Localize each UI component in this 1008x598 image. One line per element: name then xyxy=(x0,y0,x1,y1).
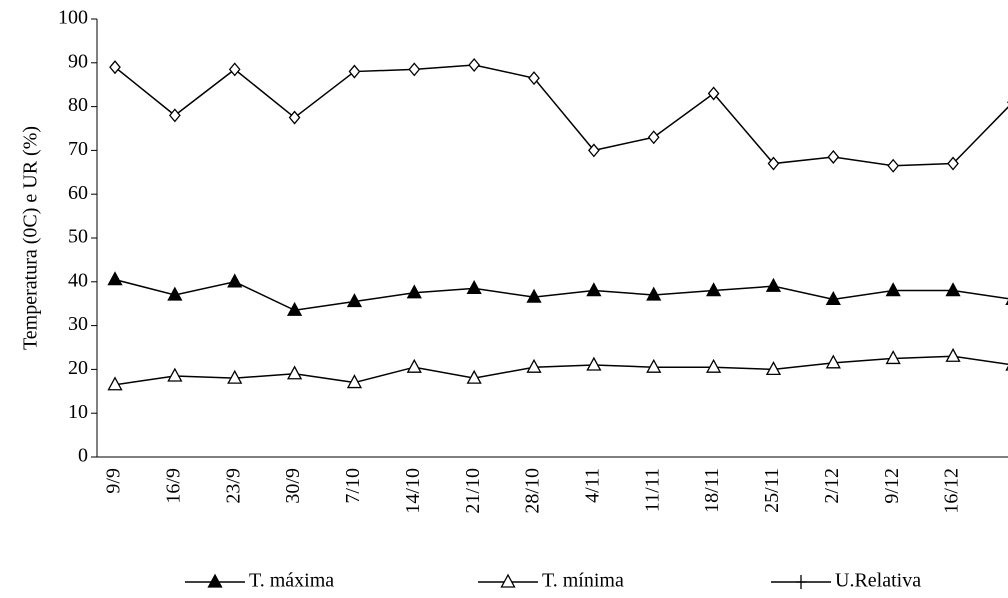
point xyxy=(588,143,600,158)
point xyxy=(885,282,901,297)
point xyxy=(346,293,363,308)
y-tick-label: 60 xyxy=(68,182,88,204)
x-tick-label: 9/12 xyxy=(881,468,903,504)
point xyxy=(706,282,722,297)
series-line xyxy=(114,355,1008,386)
point xyxy=(827,149,840,164)
x-tick-label: 16/9 xyxy=(162,468,184,504)
x-tick-label: 14/10 xyxy=(402,468,424,514)
point xyxy=(825,290,841,305)
point xyxy=(406,358,422,373)
point xyxy=(167,286,183,301)
legend-marker xyxy=(207,573,223,588)
x-tick-label: 11/11 xyxy=(641,468,663,512)
x-tick-label: 25/11 xyxy=(761,468,783,513)
point xyxy=(526,358,542,373)
point xyxy=(227,369,243,384)
point xyxy=(466,280,482,295)
y-tick-label: 20 xyxy=(68,357,88,379)
y-tick-label: 90 xyxy=(68,50,88,72)
point xyxy=(947,156,959,171)
point xyxy=(107,376,123,391)
point xyxy=(468,57,481,73)
point xyxy=(586,356,602,371)
point xyxy=(169,108,181,123)
point xyxy=(167,367,183,382)
point xyxy=(526,288,542,303)
point xyxy=(646,286,662,301)
point xyxy=(586,282,602,297)
point xyxy=(825,354,841,369)
legend-label: U.Relativa xyxy=(835,570,921,592)
series-line xyxy=(114,64,1008,167)
x-tick-label: 7/10 xyxy=(342,468,364,504)
point xyxy=(885,350,901,365)
y-axis-label: Temperatura (0C) e UR (%) xyxy=(20,126,42,350)
x-tick-label: 9/9 xyxy=(103,468,125,494)
point xyxy=(765,361,782,376)
point xyxy=(406,284,422,299)
y-tick-label: 70 xyxy=(68,138,88,160)
legend-label: T. mínima xyxy=(542,570,624,592)
point xyxy=(288,110,301,125)
point xyxy=(706,358,722,373)
y-tick-label: 40 xyxy=(68,269,88,291)
y-tick-label: 50 xyxy=(68,226,88,248)
point xyxy=(887,158,900,173)
point xyxy=(466,369,482,384)
y-tick-label: 30 xyxy=(68,313,88,335)
x-tick-label: 16/12 xyxy=(941,468,963,514)
x-tick-label: 2/12 xyxy=(821,468,843,504)
x-tick-label: 23/9 xyxy=(222,468,244,504)
x-tick-label: 18/11 xyxy=(701,468,723,513)
point xyxy=(528,71,540,86)
x-tick-label: 28/10 xyxy=(522,468,544,514)
point xyxy=(945,347,961,362)
y-tick-label: 100 xyxy=(58,7,88,29)
point xyxy=(346,374,363,389)
x-tick-label: 21/10 xyxy=(462,468,484,514)
point xyxy=(646,358,662,373)
y-tick-label: 10 xyxy=(68,401,88,423)
legend-marker xyxy=(500,573,516,588)
point xyxy=(286,301,303,316)
y-tick-label: 80 xyxy=(68,94,88,116)
x-tick-label: 30/9 xyxy=(282,468,304,504)
x-tick-label: 4/11 xyxy=(581,468,603,503)
point xyxy=(107,271,123,286)
point xyxy=(767,156,780,171)
legend-marker xyxy=(796,575,806,589)
point xyxy=(228,62,241,77)
point xyxy=(765,277,782,292)
point xyxy=(227,273,243,288)
point xyxy=(286,365,303,380)
point xyxy=(945,282,961,297)
point xyxy=(707,86,720,101)
point xyxy=(348,64,361,79)
point xyxy=(647,130,660,145)
series-line xyxy=(114,278,1008,312)
point xyxy=(408,62,421,77)
legend-label: T. máxima xyxy=(249,570,334,592)
point xyxy=(109,60,121,75)
y-tick-label: 0 xyxy=(78,445,88,467)
